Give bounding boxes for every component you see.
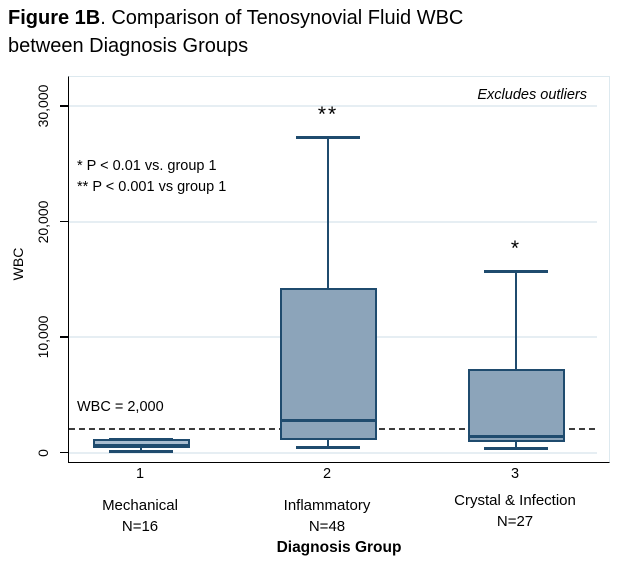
upper-whisker [327, 137, 329, 289]
upper-whisker-cap [296, 136, 360, 140]
group-n: N=16 [121, 518, 159, 535]
y-tick-mark [60, 220, 69, 223]
x-axis-title: Diagnosis Group [276, 539, 402, 556]
y-tick-mark [60, 105, 69, 107]
box-iqr [280, 288, 377, 440]
lower-whisker-cap [484, 446, 548, 450]
significance-legend-line1: * P < 0.01 vs. group 1 [77, 158, 217, 174]
reference-line-label: WBC = 2,000 [77, 399, 164, 415]
lower-whisker [140, 447, 142, 452]
x-tick-label-3: 3 [510, 466, 520, 482]
lower-whisker-cap [296, 445, 360, 449]
y-tick-label: 30,000 [35, 84, 51, 128]
group-name: Crystal & Infection [454, 492, 576, 509]
y-tick-label: 20,000 [35, 200, 51, 243]
plot-area: Excludes outliers * P < 0.01 vs. group 1… [35, 76, 610, 463]
figure-title-rest: . Comparison of Tenosynovial Fluid WBC [100, 7, 464, 29]
box-iqr [468, 369, 565, 443]
gridline [69, 451, 597, 454]
gridline [69, 105, 597, 107]
y-tick-label: 0 [35, 448, 51, 457]
median-line [95, 440, 188, 444]
upper-whisker-cap [484, 270, 548, 274]
y-tick-mark [60, 336, 69, 338]
lower-whisker [515, 442, 517, 448]
significance-legend-line2: ** P < 0.001 vs group 1 [77, 179, 227, 195]
group-name: Mechanical [102, 497, 178, 514]
upper-whisker [515, 271, 517, 370]
group-label-inflammatory: Inflammatory N=48 [284, 495, 371, 537]
group-n: N=48 [308, 518, 346, 535]
significance-marker: ** [317, 103, 339, 127]
figure-title-bold: Figure 1B [8, 7, 101, 29]
significance-legend: * P < 0.01 vs. group 1 ** P < 0.001 vs g… [77, 156, 226, 198]
median-line [282, 418, 375, 422]
lower-whisker-cap [109, 450, 173, 454]
median-line [470, 434, 563, 438]
excludes-outliers-note: Excludes outliers [477, 87, 587, 103]
group-n: N=27 [496, 513, 534, 530]
y-tick-mark [60, 451, 69, 454]
group-name: Inflammatory [283, 497, 371, 514]
group-label-mechanical: Mechanical N=16 [102, 495, 178, 537]
x-tick-label-1: 1 [135, 466, 145, 482]
y-axis-title: WBC [10, 247, 26, 281]
gridline [69, 220, 597, 223]
y-tick-label: 10,000 [35, 315, 51, 359]
figure-title-line2: between Diagnosis Groups [8, 35, 249, 57]
group-label-crystal-infection: Crystal & Infection N=27 [454, 490, 576, 532]
lower-whisker [327, 439, 329, 447]
x-tick-label-2: 2 [322, 466, 332, 482]
significance-marker: * [510, 237, 522, 261]
figure-title: Figure 1B. Comparison of Tenosynovial Fl… [8, 4, 610, 60]
